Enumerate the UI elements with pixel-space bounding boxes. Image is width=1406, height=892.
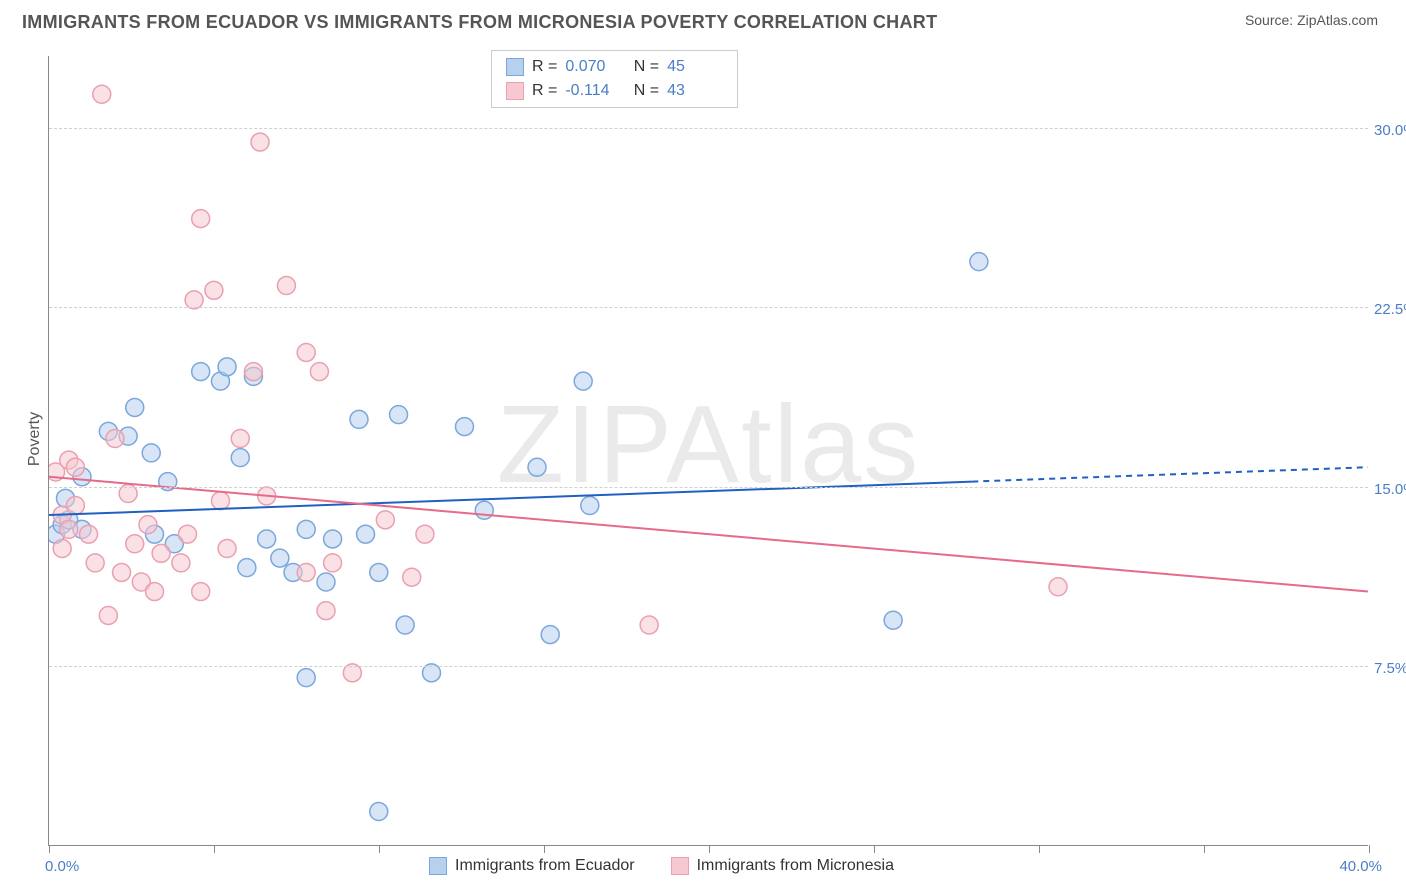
legend-row-ecuador: R = 0.070 N = 45: [506, 55, 723, 79]
x-axis-max-label: 40.0%: [1339, 858, 1382, 875]
x-tick: [49, 845, 50, 853]
gridline: [49, 487, 1368, 488]
correlation-legend: R = 0.070 N = 45 R = -0.114 N = 43: [491, 50, 738, 108]
page-title: IMMIGRANTS FROM ECUADOR VS IMMIGRANTS FR…: [22, 12, 937, 33]
legend-label-micronesia: Immigrants from Micronesia: [697, 857, 894, 875]
gridline: [49, 307, 1368, 308]
r-label: R =: [532, 55, 557, 79]
x-tick: [1204, 845, 1205, 853]
y-tick-label: 22.5%: [1374, 301, 1406, 318]
gridline: [49, 666, 1368, 667]
source-label: Source: ZipAtlas.com: [1245, 12, 1378, 28]
scatter-svg: [49, 56, 1368, 845]
x-tick: [214, 845, 215, 853]
series-legend: Immigrants from Ecuador Immigrants from …: [429, 857, 894, 875]
legend-item-ecuador: Immigrants from Ecuador: [429, 857, 635, 875]
y-axis-label: Poverty: [26, 412, 44, 466]
n-label: N =: [629, 79, 659, 103]
swatch-ecuador: [506, 58, 524, 76]
x-tick: [379, 845, 380, 853]
r-label: R =: [532, 79, 557, 103]
n-label: N =: [629, 55, 659, 79]
legend-label-ecuador: Immigrants from Ecuador: [455, 857, 635, 875]
x-axis-min-label: 0.0%: [45, 858, 79, 875]
r-value-micronesia: -0.114: [565, 79, 621, 103]
n-value-micronesia: 43: [667, 79, 723, 103]
x-tick: [874, 845, 875, 853]
legend-item-micronesia: Immigrants from Micronesia: [671, 857, 894, 875]
legend-row-micronesia: R = -0.114 N = 43: [506, 79, 723, 103]
y-tick-label: 30.0%: [1374, 122, 1406, 139]
n-value-ecuador: 45: [667, 55, 723, 79]
x-tick: [1369, 845, 1370, 853]
swatch-micronesia-icon: [671, 857, 689, 875]
y-tick-label: 15.0%: [1374, 481, 1406, 498]
r-value-ecuador: 0.070: [565, 55, 621, 79]
chart-plot-area: ZIPAtlas R = 0.070 N = 45 R = -0.114 N =…: [48, 56, 1368, 846]
x-tick: [709, 845, 710, 853]
y-tick-label: 7.5%: [1374, 660, 1406, 677]
x-tick: [544, 845, 545, 853]
x-tick: [1039, 845, 1040, 853]
swatch-ecuador-icon: [429, 857, 447, 875]
gridline: [49, 128, 1368, 129]
swatch-micronesia: [506, 82, 524, 100]
